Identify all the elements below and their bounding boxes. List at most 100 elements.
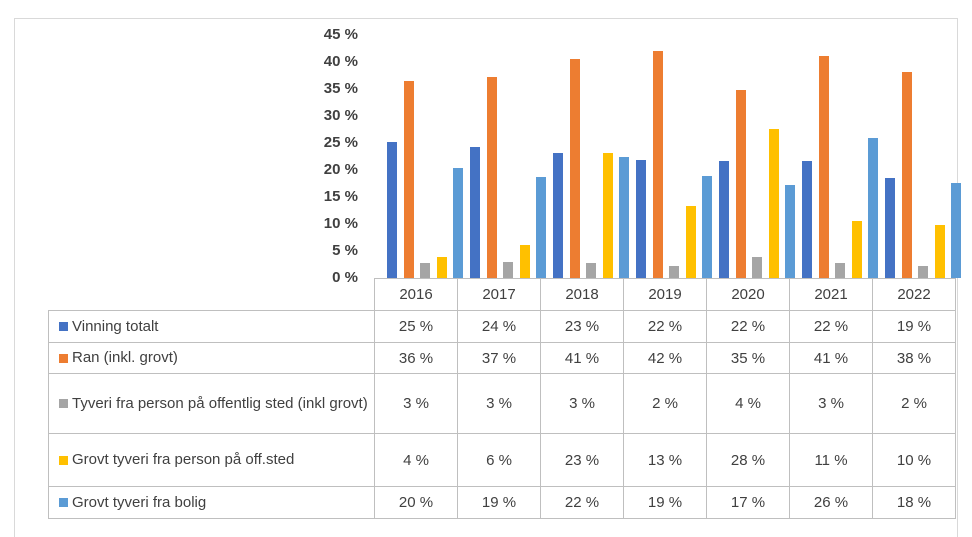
bar	[818, 56, 829, 278]
bar	[470, 147, 480, 278]
bar	[436, 257, 447, 278]
y-tick-label: 45 %	[323, 26, 358, 43]
bar	[486, 76, 497, 278]
y-tick-label: 40 %	[323, 53, 358, 70]
table-cell: 17 %	[706, 486, 790, 519]
table-cell: 3 %	[789, 373, 873, 434]
bar	[835, 262, 845, 278]
bar	[420, 262, 430, 278]
table-cell: 4 %	[706, 373, 790, 434]
bar	[569, 58, 580, 278]
table-cell: 25 %	[374, 310, 458, 343]
table-cell: 28 %	[706, 433, 790, 487]
bar	[636, 159, 646, 278]
table-cell: 3 %	[540, 373, 624, 434]
table-cell: 20 %	[374, 486, 458, 519]
x-tick-label: 2019	[623, 278, 707, 311]
legend-swatch	[59, 498, 68, 507]
bar	[403, 81, 414, 278]
bar	[752, 256, 762, 278]
legend-swatch	[59, 455, 68, 465]
legend-label: Tyveri fra person på offentlig sted (ink…	[72, 394, 368, 412]
y-tick-label: 10 %	[323, 215, 358, 232]
table-cell: 4 %	[374, 433, 458, 487]
legend-entry: Tyveri fra person på offentlig sted (ink…	[48, 373, 375, 434]
table-cell: 18 %	[872, 486, 956, 519]
table-cell: 3 %	[457, 373, 541, 434]
bar	[868, 138, 878, 278]
legend-swatch	[59, 322, 68, 331]
bar	[652, 50, 663, 278]
table-cell: 36 %	[374, 342, 458, 374]
bar	[702, 176, 712, 278]
bar	[602, 152, 613, 278]
legend-entry: Ran (inkl. grovt)	[48, 342, 375, 374]
table-cell: 35 %	[706, 342, 790, 374]
bar	[851, 220, 862, 278]
table-cell: 22 %	[789, 310, 873, 343]
bar	[619, 157, 629, 278]
table-cell: 22 %	[623, 310, 707, 343]
legend-swatch	[59, 399, 68, 408]
x-tick-label: 2020	[706, 278, 790, 311]
bar	[669, 265, 679, 278]
table-cell: 42 %	[623, 342, 707, 374]
y-tick-label: 5 %	[332, 242, 358, 259]
bar	[519, 244, 530, 278]
y-tick-label: 25 %	[323, 134, 358, 151]
table-cell: 19 %	[457, 486, 541, 519]
table-cell: 2 %	[623, 373, 707, 434]
legend-label: Vinning totalt	[72, 317, 159, 335]
table-cell: 23 %	[540, 310, 624, 343]
table-cell: 13 %	[623, 433, 707, 487]
x-tick-label: 2022	[872, 278, 956, 311]
bar	[453, 168, 463, 278]
table-cell: 10 %	[872, 433, 956, 487]
legend-entry: Grovt tyveri fra bolig	[48, 486, 375, 519]
bar	[735, 89, 746, 278]
x-tick-label: 2017	[457, 278, 541, 311]
x-tick-label: 2021	[789, 278, 873, 311]
bar	[918, 265, 928, 278]
y-tick-label: 20 %	[323, 161, 358, 178]
x-tick-label: 2018	[540, 278, 624, 311]
legend-swatch	[59, 353, 68, 363]
x-tick-label: 2016	[374, 278, 458, 311]
table-cell: 19 %	[872, 310, 956, 343]
table-cell: 2 %	[872, 373, 956, 434]
table-cell: 3 %	[374, 373, 458, 434]
legend-label: Grovt tyveri fra person på off.sted	[72, 451, 295, 468]
table-cell: 38 %	[872, 342, 956, 374]
y-tick-label: 30 %	[323, 107, 358, 124]
y-tick-label: 0 %	[332, 269, 358, 286]
table-cell: 22 %	[540, 486, 624, 519]
bar	[951, 182, 961, 278]
table-cell: 37 %	[457, 342, 541, 374]
legend-label: Ran (inkl. grovt)	[72, 349, 178, 366]
bar	[885, 177, 895, 278]
y-tick-label: 15 %	[323, 188, 358, 205]
table-cell: 41 %	[789, 342, 873, 374]
bar	[553, 152, 563, 278]
y-tick-label: 35 %	[323, 80, 358, 97]
bar	[586, 263, 596, 278]
bar	[503, 262, 513, 278]
bar	[387, 142, 397, 278]
bar	[719, 161, 729, 278]
bar	[536, 177, 546, 278]
legend-entry: Grovt tyveri fra person på off.sted	[48, 433, 375, 487]
legend-entry: Vinning totalt	[48, 310, 375, 343]
table-cell: 41 %	[540, 342, 624, 374]
table-cell: 26 %	[789, 486, 873, 519]
table-cell: 23 %	[540, 433, 624, 487]
bar	[685, 205, 696, 278]
table-cell: 19 %	[623, 486, 707, 519]
bar	[934, 224, 945, 278]
legend-label: Grovt tyveri fra bolig	[72, 493, 207, 511]
bar	[802, 161, 812, 278]
table-cell: 22 %	[706, 310, 790, 343]
bar	[785, 184, 795, 278]
table-cell: 24 %	[457, 310, 541, 343]
table-cell: 6 %	[457, 433, 541, 487]
